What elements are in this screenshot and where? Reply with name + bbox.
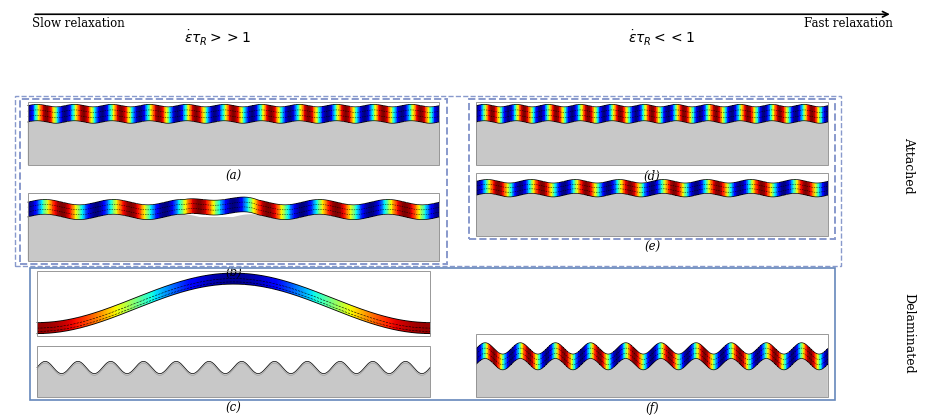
Bar xyxy=(476,334,828,397)
Text: Fast relaxation: Fast relaxation xyxy=(804,17,893,30)
Bar xyxy=(476,122,828,165)
Bar xyxy=(30,267,835,400)
Text: (a): (a) xyxy=(226,170,241,183)
Text: (b): (b) xyxy=(225,265,242,278)
Text: (d): (d) xyxy=(644,170,660,183)
Bar xyxy=(37,271,430,336)
Text: (e): (e) xyxy=(644,241,660,254)
Polygon shape xyxy=(476,359,828,397)
Polygon shape xyxy=(28,121,439,165)
Bar xyxy=(469,99,835,240)
Bar xyxy=(15,96,841,266)
Polygon shape xyxy=(37,362,430,397)
Bar xyxy=(476,195,828,236)
Text: (f): (f) xyxy=(646,402,659,415)
Text: Attached: Attached xyxy=(902,136,915,193)
Bar xyxy=(28,217,439,260)
Polygon shape xyxy=(28,214,439,260)
Text: $\dot{\varepsilon}\tau_R >> 1$: $\dot{\varepsilon}\tau_R >> 1$ xyxy=(184,29,251,48)
Bar xyxy=(476,173,828,236)
Bar xyxy=(20,99,447,264)
Text: Delaminated: Delaminated xyxy=(902,294,915,374)
Text: $\dot{\varepsilon}\tau_R << 1$: $\dot{\varepsilon}\tau_R << 1$ xyxy=(628,29,695,48)
Bar xyxy=(28,102,439,165)
Polygon shape xyxy=(476,121,828,165)
Text: Slow relaxation: Slow relaxation xyxy=(32,17,125,30)
Polygon shape xyxy=(476,193,828,236)
Bar xyxy=(476,102,828,165)
Text: (c): (c) xyxy=(226,402,241,415)
Bar xyxy=(37,346,430,397)
Bar xyxy=(28,122,439,165)
Bar xyxy=(28,193,439,260)
